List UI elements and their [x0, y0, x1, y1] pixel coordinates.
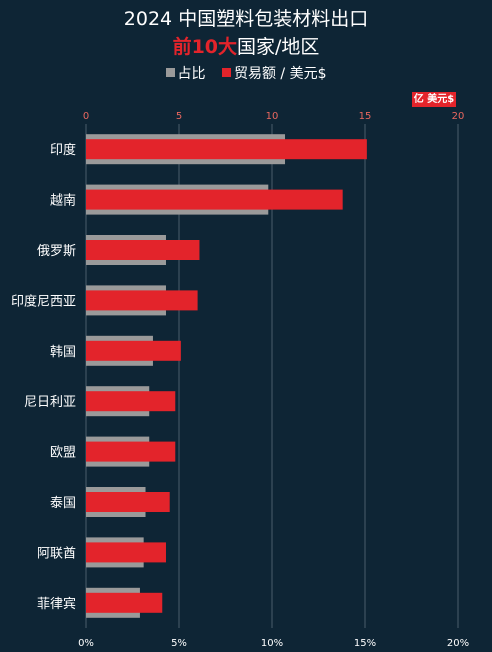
category-label: 尼日利亚	[24, 395, 76, 410]
category-label: 越南	[50, 193, 76, 209]
bottom-axis-tick-label: 10%	[261, 638, 283, 649]
bottom-axis-tick-label: 15%	[354, 638, 376, 649]
chart-subtitle: 前10大国家/地区	[0, 32, 492, 59]
top-axis-tick-label: 10	[266, 111, 279, 122]
chart-title: 2024 中国塑料包装材料出口	[123, 8, 369, 30]
bar-trade-value	[86, 391, 176, 412]
legend-swatch-trade	[221, 68, 231, 77]
category-label: 阿联酋	[37, 545, 76, 561]
legend-item-trade: 贸易额 / 美元$	[221, 66, 327, 82]
bar-trade-value	[86, 492, 170, 512]
category-label: 印度尼西亚	[11, 293, 76, 309]
subtitle-highlight: 前10大	[172, 36, 238, 58]
category-label: 欧盟	[50, 446, 76, 461]
bar-trade-value	[86, 139, 367, 160]
category-label: 俄罗斯	[37, 244, 76, 259]
bar-trade-value	[86, 240, 200, 260]
category-label: 印度	[50, 142, 76, 158]
bar-trade-value	[86, 340, 181, 361]
top-axis-tick-label: 5	[176, 111, 182, 122]
category-label: 菲律宾	[37, 596, 76, 612]
bottom-axis-tick-label: 20%	[447, 638, 469, 649]
category-label: 韩国	[50, 345, 76, 360]
legend-label-share: 占比	[177, 66, 206, 82]
subtitle-rest: 国家/地区	[237, 36, 320, 58]
top-axis-tick-label: 15	[359, 111, 372, 122]
bar-trade-value	[86, 542, 166, 563]
bar-trade-value	[86, 441, 176, 462]
bottom-axis-tick-label: 0%	[78, 638, 94, 649]
category-label: 泰国	[50, 496, 76, 511]
bottom-axis-tick-label: 5%	[171, 638, 187, 649]
bar-trade-value	[86, 592, 163, 613]
unit-badge: 亿 美元$	[412, 92, 456, 107]
top-axis-tick-label: 20	[452, 111, 465, 122]
legend: 占比 贸易额 / 美元$	[0, 63, 492, 83]
legend-item-share: 占比	[165, 66, 210, 82]
top-axis-tick-label: 0	[83, 111, 89, 122]
legend-label-trade: 贸易额 / 美元$	[233, 66, 327, 82]
legend-swatch-share	[165, 68, 175, 77]
bar-trade-value	[86, 290, 198, 311]
bar-trade-value	[86, 189, 343, 210]
